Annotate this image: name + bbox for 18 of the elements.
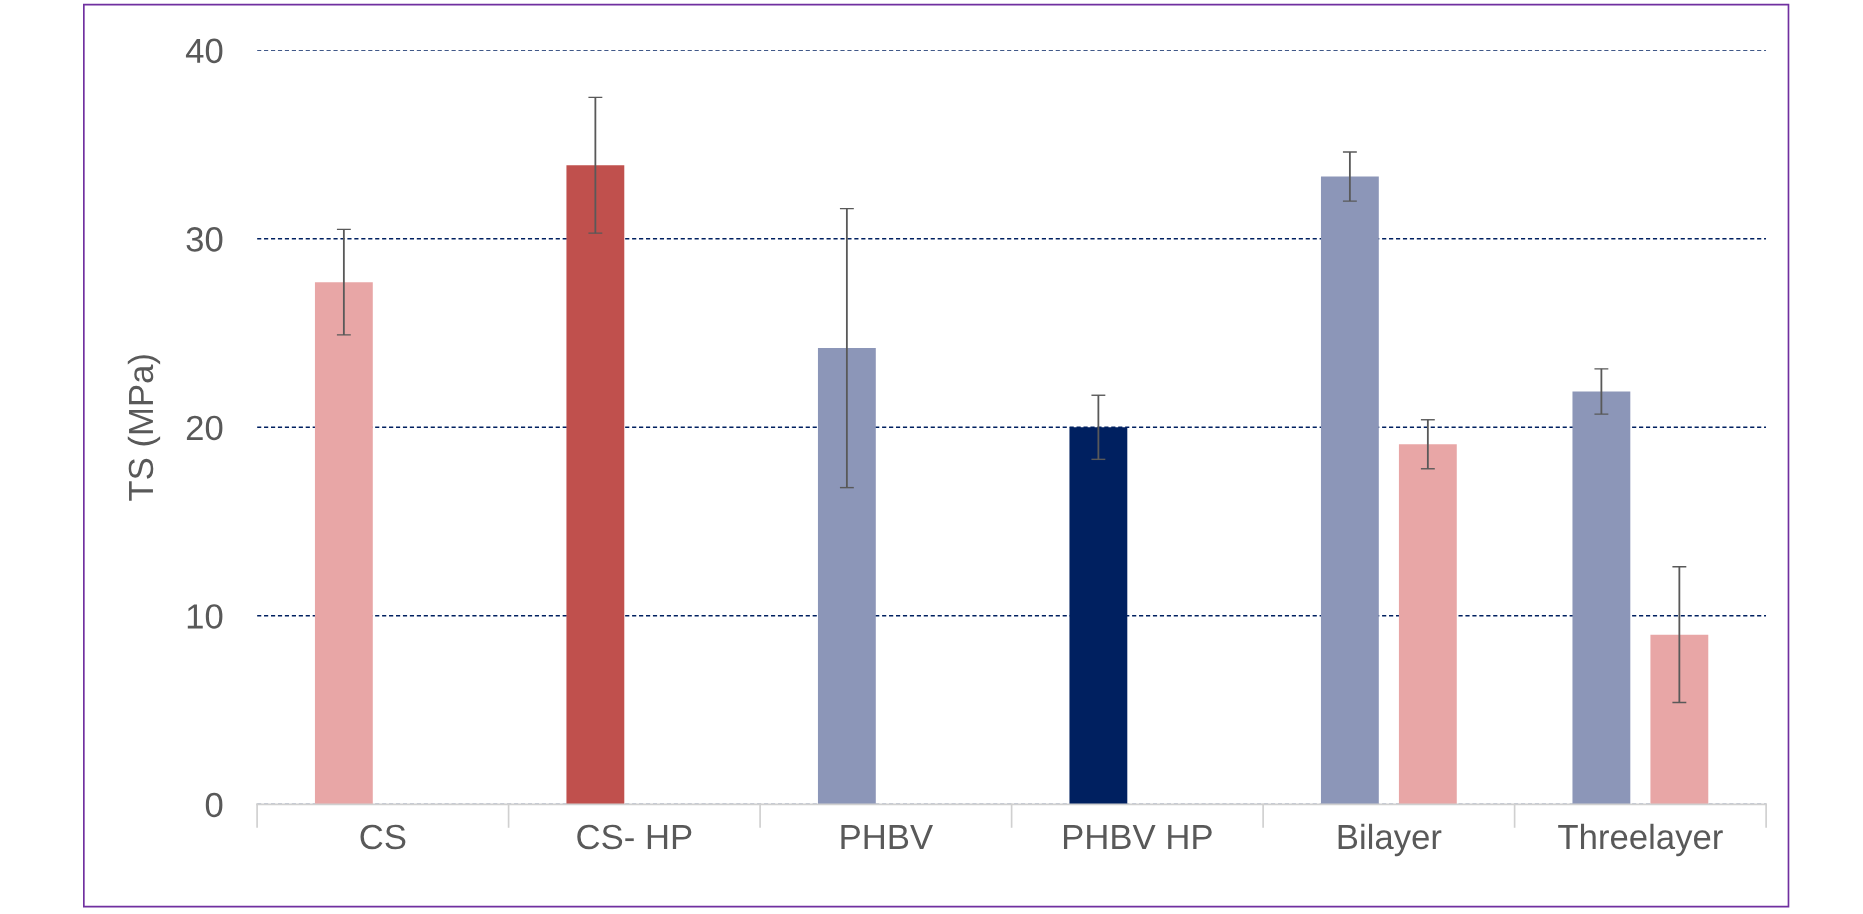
bar — [817, 348, 876, 805]
y-tick-label: 0 — [205, 792, 223, 818]
x-tick-label: Threelayer — [1558, 823, 1723, 857]
x-tick-label: PHBV HP — [1063, 825, 1212, 849]
bar — [1320, 176, 1379, 805]
x-tick-label: Bilayer — [1338, 823, 1442, 857]
bar — [566, 165, 625, 805]
y-axis-title: TS (MPa) — [127, 355, 161, 501]
x-tick-label: PHBV — [841, 825, 933, 849]
y-tick-label: 10 — [187, 604, 223, 629]
bar — [1572, 391, 1631, 805]
bar — [1398, 444, 1457, 805]
y-tick-label: 30 — [186, 227, 223, 252]
x-tick-label: CS- HP — [577, 824, 692, 850]
y-tick-label: 20 — [186, 415, 223, 441]
bar — [1650, 634, 1709, 805]
y-tick-label: 40 — [185, 38, 223, 64]
x-tick-label: CS — [360, 824, 406, 850]
